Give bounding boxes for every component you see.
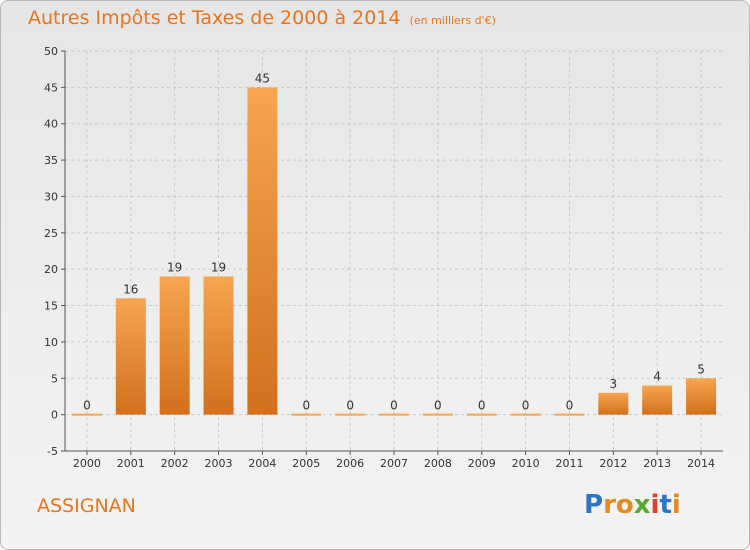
bar bbox=[115, 298, 146, 415]
x-tick-label: 2005 bbox=[292, 457, 320, 470]
x-tick-label: 2000 bbox=[73, 457, 101, 470]
chart-title: Autres Impôts et Taxes de 2000 à 2014 bbox=[28, 7, 401, 29]
data-label: 0 bbox=[522, 399, 530, 413]
bar bbox=[642, 385, 673, 415]
bar bbox=[203, 276, 234, 415]
bar bbox=[291, 413, 322, 416]
y-tick-label: 30 bbox=[44, 190, 58, 203]
logo-letter: P bbox=[584, 490, 604, 520]
logo-letter: t bbox=[659, 490, 672, 520]
data-label: 0 bbox=[434, 399, 442, 413]
x-tick-label: 2001 bbox=[117, 457, 145, 470]
data-label: 5 bbox=[697, 362, 705, 376]
x-tick-label: 2011 bbox=[555, 457, 583, 470]
logo-letter: x bbox=[633, 490, 651, 520]
bar bbox=[598, 392, 629, 415]
data-label: 0 bbox=[346, 399, 354, 413]
x-tick-label: 2012 bbox=[599, 457, 627, 470]
data-label: 19 bbox=[211, 260, 226, 274]
x-tick-label: 2007 bbox=[380, 457, 408, 470]
y-tick-label: -5 bbox=[47, 445, 58, 458]
y-tick-label: 20 bbox=[44, 263, 58, 276]
bar bbox=[379, 413, 409, 416]
bar bbox=[247, 87, 278, 415]
chart-unit: (en milliers d'€) bbox=[409, 14, 496, 27]
x-tick-label: 2014 bbox=[687, 457, 715, 470]
y-tick-label: 50 bbox=[44, 45, 58, 58]
bar bbox=[159, 276, 190, 415]
x-tick-label: 2003 bbox=[205, 457, 233, 470]
logo-letter: i bbox=[671, 490, 681, 520]
data-label: 0 bbox=[390, 399, 398, 413]
data-label: 0 bbox=[302, 399, 310, 413]
data-label: 45 bbox=[255, 71, 270, 85]
x-tick-label: 2013 bbox=[643, 457, 671, 470]
bar bbox=[71, 413, 102, 416]
x-tick-label: 2008 bbox=[424, 457, 452, 470]
y-tick-label: 15 bbox=[44, 300, 58, 313]
logo-letter: o bbox=[615, 490, 634, 520]
y-tick-label: 35 bbox=[44, 154, 58, 167]
data-label: 3 bbox=[610, 377, 618, 391]
x-tick-label: 2004 bbox=[248, 457, 276, 470]
chart-title-block: Autres Impôts et Taxes de 2000 à 2014 (e… bbox=[28, 7, 496, 29]
data-label: 4 bbox=[653, 370, 661, 384]
x-tick-label: 2006 bbox=[336, 457, 364, 470]
y-tick-label: 0 bbox=[51, 409, 58, 422]
bar bbox=[422, 413, 453, 416]
logo-letter: i bbox=[650, 490, 660, 520]
y-tick-label: 45 bbox=[44, 81, 58, 94]
place-name: ASSIGNAN bbox=[37, 495, 136, 517]
bar-layer bbox=[71, 87, 717, 416]
y-tick-label: 25 bbox=[44, 227, 58, 240]
y-tick-label: 40 bbox=[44, 118, 58, 131]
x-tick-label: 2002 bbox=[161, 457, 189, 470]
x-tick-label: 2009 bbox=[468, 457, 496, 470]
bar bbox=[510, 413, 541, 416]
bar bbox=[335, 413, 366, 416]
data-label: 16 bbox=[123, 282, 138, 296]
bar bbox=[554, 413, 585, 416]
data-label: 19 bbox=[167, 260, 182, 274]
data-label: 0 bbox=[566, 399, 574, 413]
data-label: 0 bbox=[478, 399, 486, 413]
data-label: 0 bbox=[83, 399, 91, 413]
bar bbox=[466, 413, 497, 416]
y-tick-label: 5 bbox=[51, 372, 58, 385]
proxiti-logo: Proxiti bbox=[584, 490, 681, 520]
x-tick-label: 2010 bbox=[512, 457, 540, 470]
logo-letter: r bbox=[603, 490, 616, 520]
bar bbox=[686, 378, 717, 415]
y-tick-label: 10 bbox=[44, 336, 58, 349]
